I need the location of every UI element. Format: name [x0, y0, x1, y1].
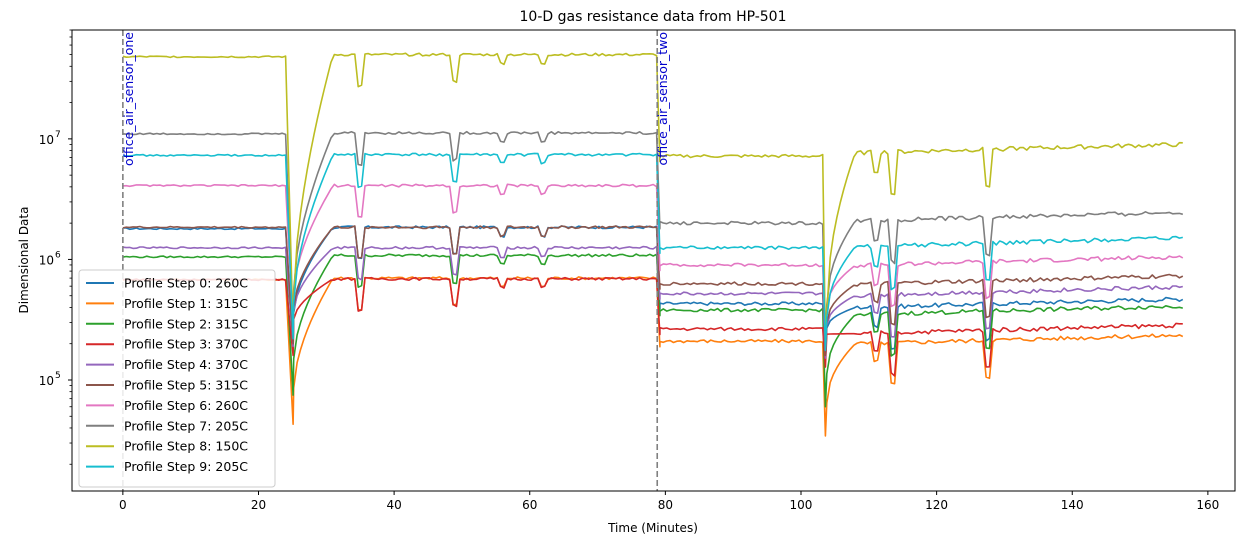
y-axis-label: Dimensional Data: [17, 207, 31, 314]
x-tick-label: 120: [925, 498, 948, 512]
x-axis-label: Time (Minutes): [607, 521, 698, 535]
x-tick-label: 140: [1061, 498, 1084, 512]
legend-label-6: Profile Step 6: 260C: [124, 398, 248, 413]
legend-label-1: Profile Step 1: 315C: [124, 296, 248, 311]
x-tick-label: 80: [658, 498, 673, 512]
x-tick-label: 20: [251, 498, 266, 512]
x-tick-label: 160: [1196, 498, 1219, 512]
legend: Profile Step 0: 260C Profile Step 1: 315C…: [78, 269, 276, 488]
vline-label-1: office_air_sensor_two: [655, 32, 670, 166]
x-axis: 0 20 40 60 80 100 120 140 160: [119, 491, 1219, 512]
series-line-9: [122, 152, 1183, 352]
chart-title: 10-D gas resistance data from HP-501: [520, 9, 787, 25]
legend-label-2: Profile Step 2: 315C: [124, 316, 248, 331]
legend-label-3: Profile Step 3: 370C: [124, 337, 248, 352]
y-tick-label: 10: [39, 374, 54, 388]
y-tick-exponent: 6: [55, 250, 61, 260]
series-line-8: [122, 52, 1183, 347]
legend-label-4: Profile Step 4: 370C: [124, 357, 248, 372]
plot-frame: [71, 29, 1236, 492]
legend-label-7: Profile Step 7: 205C: [124, 418, 248, 433]
vline-layer: office_air_sensor_one office_air_sensor_t…: [121, 30, 670, 491]
y-tick-label: 10: [39, 133, 54, 147]
legend-label-8: Profile Step 8: 150C: [124, 439, 248, 454]
legend-label-0: Profile Step 0: 260C: [124, 276, 248, 291]
x-tick-label: 60: [522, 498, 537, 512]
series-line-5: [122, 225, 1184, 357]
vline-label-0: office_air_sensor_one: [121, 32, 136, 166]
x-tick-label: 40: [386, 498, 401, 512]
x-tick-label: 100: [790, 498, 813, 512]
series-line-0: [122, 225, 1184, 362]
legend-box: [78, 269, 276, 488]
y-tick-exponent: 7: [55, 130, 61, 140]
y-tick-exponent: 5: [55, 371, 61, 381]
legend-label-5: Profile Step 5: 315C: [124, 378, 248, 393]
y-tick-label: 10: [39, 253, 54, 267]
x-tick-label: 0: [119, 498, 127, 512]
legend-label-9: Profile Step 9: 205C: [124, 459, 248, 474]
